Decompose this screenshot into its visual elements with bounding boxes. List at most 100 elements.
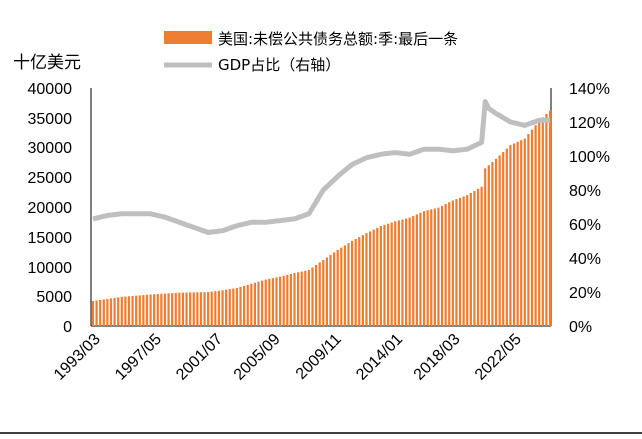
right-tick-label: 100% bbox=[569, 149, 610, 166]
legend-label-gdp-ratio: GDP占比（右轴） bbox=[218, 56, 340, 74]
debt-bar bbox=[174, 292, 177, 326]
debt-bar bbox=[448, 202, 451, 326]
x-axis-labels: 1993/03 1997/05 2001/07 2005/09 2009/11 2014/… bbox=[51, 331, 525, 384]
debt-bar bbox=[163, 293, 167, 326]
debt-bar bbox=[257, 281, 260, 326]
debt-bar bbox=[239, 286, 242, 326]
debt-bar bbox=[487, 165, 490, 326]
debt-bar bbox=[530, 129, 534, 326]
debt-bar bbox=[480, 186, 483, 326]
x-tick-label: 2018/03 bbox=[411, 331, 464, 384]
debt-bar bbox=[307, 270, 311, 326]
debt-bar bbox=[135, 295, 138, 326]
debt-bar bbox=[426, 210, 429, 326]
debt-bar bbox=[415, 214, 418, 326]
debt-bar bbox=[354, 238, 357, 326]
left-tick-label: 25000 bbox=[28, 170, 73, 187]
debt-bar bbox=[286, 274, 289, 326]
debt-bar bbox=[440, 205, 444, 326]
debt-bar bbox=[329, 254, 332, 326]
debt-bar bbox=[548, 110, 552, 326]
debt-bar bbox=[322, 259, 325, 326]
debt-bar bbox=[347, 243, 350, 326]
debt-bar bbox=[178, 292, 181, 326]
debt-bar bbox=[437, 207, 440, 326]
debt-bar bbox=[512, 143, 516, 326]
debt-bar bbox=[350, 240, 354, 326]
debt-bar bbox=[235, 287, 239, 326]
debt-bar bbox=[264, 279, 267, 326]
debt-bar bbox=[106, 298, 109, 326]
right-tick-label: 20% bbox=[569, 285, 601, 302]
debt-bar bbox=[343, 245, 346, 326]
debt-bar bbox=[462, 196, 465, 326]
debt-bar bbox=[498, 155, 501, 326]
debt-bar bbox=[271, 278, 275, 326]
debt-bar bbox=[390, 222, 393, 326]
debt-bar bbox=[214, 291, 217, 326]
debt-bar bbox=[314, 265, 318, 326]
debt-bar bbox=[545, 113, 548, 326]
debt-bar bbox=[419, 212, 422, 326]
debt-bar bbox=[250, 283, 253, 326]
debt-bar bbox=[279, 276, 282, 326]
x-tick-label: 1993/03 bbox=[51, 331, 104, 384]
x-tick-label: 2014/01 bbox=[353, 331, 406, 384]
debt-bar bbox=[408, 217, 411, 326]
left-tick-label: 5000 bbox=[36, 289, 72, 306]
debt-bar bbox=[541, 117, 544, 326]
debt-bar bbox=[473, 190, 476, 326]
left-tick-label: 15000 bbox=[28, 230, 73, 247]
debt-bar bbox=[113, 297, 116, 326]
left-tick-label: 0 bbox=[63, 319, 72, 336]
debt-bar bbox=[527, 134, 530, 326]
debt-bar bbox=[534, 125, 537, 326]
debt-bar bbox=[95, 300, 98, 326]
debt-bar bbox=[372, 229, 375, 326]
debt-bar bbox=[275, 277, 278, 326]
debt-bar bbox=[358, 237, 361, 326]
debt-bar bbox=[332, 252, 336, 326]
debt-bar bbox=[210, 291, 213, 326]
legend: 美国:未偿公共债务总额:季:最后一条 GDP占比（右轴） bbox=[164, 30, 458, 74]
debt-bar bbox=[325, 257, 329, 326]
debt-bar bbox=[318, 262, 321, 326]
debt-bar bbox=[102, 299, 105, 326]
debt-bar bbox=[91, 301, 95, 326]
left-tick-label: 20000 bbox=[28, 200, 73, 217]
right-tick-label: 0% bbox=[569, 319, 592, 336]
debt-bar bbox=[523, 138, 526, 326]
debt-bar bbox=[199, 292, 203, 326]
debt-bar bbox=[145, 294, 149, 326]
debt-bar bbox=[340, 247, 343, 326]
debt-bar bbox=[109, 298, 113, 326]
debt-bar bbox=[181, 292, 185, 326]
debt-bar bbox=[311, 267, 314, 326]
debt-bar bbox=[142, 295, 145, 326]
debt-bar bbox=[268, 278, 271, 326]
debt-bar bbox=[232, 288, 235, 326]
debt-bar bbox=[225, 289, 228, 326]
debt-bar bbox=[476, 188, 480, 326]
debt-bar bbox=[293, 273, 296, 326]
debt-bar bbox=[451, 200, 454, 326]
x-tick-label: 2001/07 bbox=[173, 331, 226, 384]
debt-bar bbox=[379, 226, 382, 326]
debt-bar bbox=[207, 292, 210, 326]
debt-bar bbox=[167, 293, 170, 326]
debt-bar bbox=[117, 297, 120, 326]
debt-bar bbox=[153, 294, 156, 326]
debt-bar bbox=[520, 140, 523, 326]
debt-bar bbox=[196, 292, 199, 326]
debt-bar bbox=[361, 235, 364, 326]
right-tick-label: 60% bbox=[569, 217, 601, 234]
left-tick-label: 30000 bbox=[28, 140, 73, 157]
debt-bar bbox=[304, 270, 307, 326]
debt-bar bbox=[336, 249, 339, 326]
gdp-ratio-line bbox=[92, 99, 550, 235]
right-tick-label: 80% bbox=[569, 183, 601, 200]
debt-bar bbox=[365, 233, 368, 326]
left-tick-label: 10000 bbox=[28, 260, 73, 277]
debt-bar bbox=[296, 272, 300, 326]
